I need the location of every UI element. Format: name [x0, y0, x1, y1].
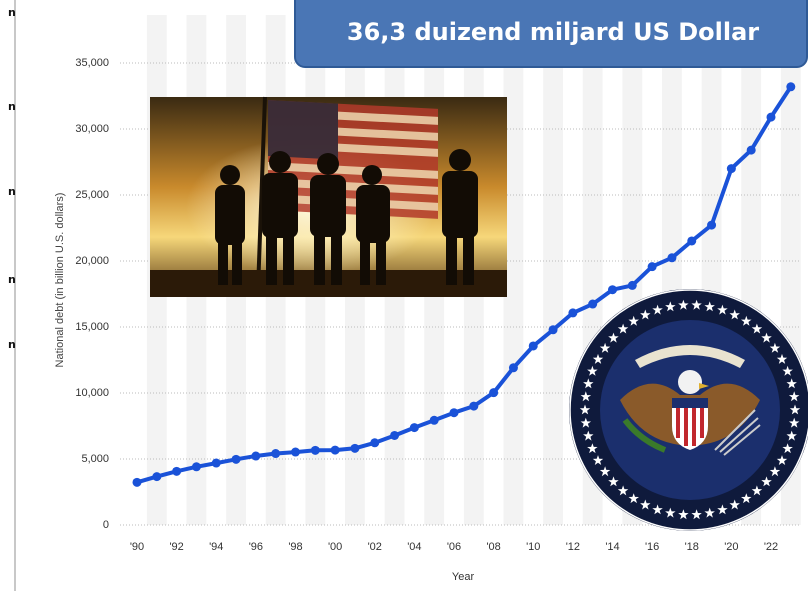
x-tick-label: '10	[526, 541, 540, 553]
data-point	[727, 164, 736, 173]
data-point	[172, 467, 181, 476]
y-tick-label: 15,000	[75, 321, 109, 333]
x-tick-label: '12	[566, 541, 580, 553]
data-point	[667, 253, 676, 262]
data-point	[232, 455, 241, 464]
banner-text: 36,3 duizend miljard US Dollar	[347, 18, 759, 46]
data-point	[133, 478, 142, 487]
x-tick-label: '02	[368, 541, 382, 553]
x-axis-label: Year	[452, 571, 475, 583]
data-point	[311, 446, 320, 455]
data-point	[192, 462, 201, 471]
data-point	[489, 388, 498, 397]
x-tick-label: '98	[288, 541, 302, 553]
x-tick-label: '92	[169, 541, 183, 553]
data-point	[568, 308, 577, 317]
y-tick-label: 0	[103, 519, 109, 531]
data-point	[370, 438, 379, 447]
x-tick-label: '22	[764, 541, 778, 553]
data-point	[350, 444, 359, 453]
data-point	[450, 408, 459, 417]
data-point	[707, 221, 716, 230]
side-fragment: n	[8, 273, 16, 286]
y-tick-label: 35,000	[75, 57, 109, 69]
x-tick-label: '20	[724, 541, 738, 553]
x-tick-label: '90	[130, 541, 144, 553]
side-fragment: n	[8, 338, 16, 351]
data-point	[430, 416, 439, 425]
x-tick-label: '94	[209, 541, 223, 553]
x-tick-label: '16	[645, 541, 659, 553]
data-point	[469, 402, 478, 411]
x-tick-label: '08	[486, 541, 500, 553]
data-point	[152, 472, 161, 481]
data-point	[767, 113, 776, 122]
data-point	[390, 431, 399, 440]
data-point	[588, 300, 597, 309]
y-tick-label: 5,000	[81, 453, 109, 465]
side-fragment: n	[8, 6, 16, 19]
x-tick-label: '04	[407, 541, 421, 553]
stripe	[543, 15, 563, 525]
data-point	[509, 363, 518, 372]
y-tick-label: 10,000	[75, 387, 109, 399]
data-point	[786, 82, 795, 91]
x-tick-label: '14	[605, 541, 619, 553]
x-tick-label: '18	[685, 541, 699, 553]
data-point	[747, 146, 756, 155]
data-point	[549, 325, 558, 334]
data-point	[251, 452, 260, 461]
y-tick-label: 25,000	[75, 189, 109, 201]
x-tick-label: '96	[249, 541, 263, 553]
y-tick-label: 20,000	[75, 255, 109, 267]
data-point	[212, 459, 221, 468]
data-point	[628, 281, 637, 290]
y-axis-label: National debt (in billion U.S. dollars)	[54, 193, 66, 368]
data-point	[271, 449, 280, 458]
banner: 36,3 duizend miljard US Dollar	[295, 0, 807, 67]
x-tick-label: '00	[328, 541, 342, 553]
soldiers-photo	[150, 97, 507, 297]
presidential-seal	[569, 289, 808, 531]
data-point	[608, 285, 617, 294]
data-point	[291, 448, 300, 457]
data-point	[529, 341, 538, 350]
data-point	[410, 423, 419, 432]
side-fragment: n	[8, 100, 16, 113]
page: n n n n n 0 5,000 10,000 15,000 20,000 25,000 30,0…	[0, 0, 808, 591]
y-tick-label: 30,000	[75, 123, 109, 135]
side-fragment: n	[8, 185, 16, 198]
data-point	[687, 236, 696, 245]
x-tick-label: '06	[447, 541, 461, 553]
data-point	[331, 446, 340, 455]
data-point	[648, 262, 657, 271]
